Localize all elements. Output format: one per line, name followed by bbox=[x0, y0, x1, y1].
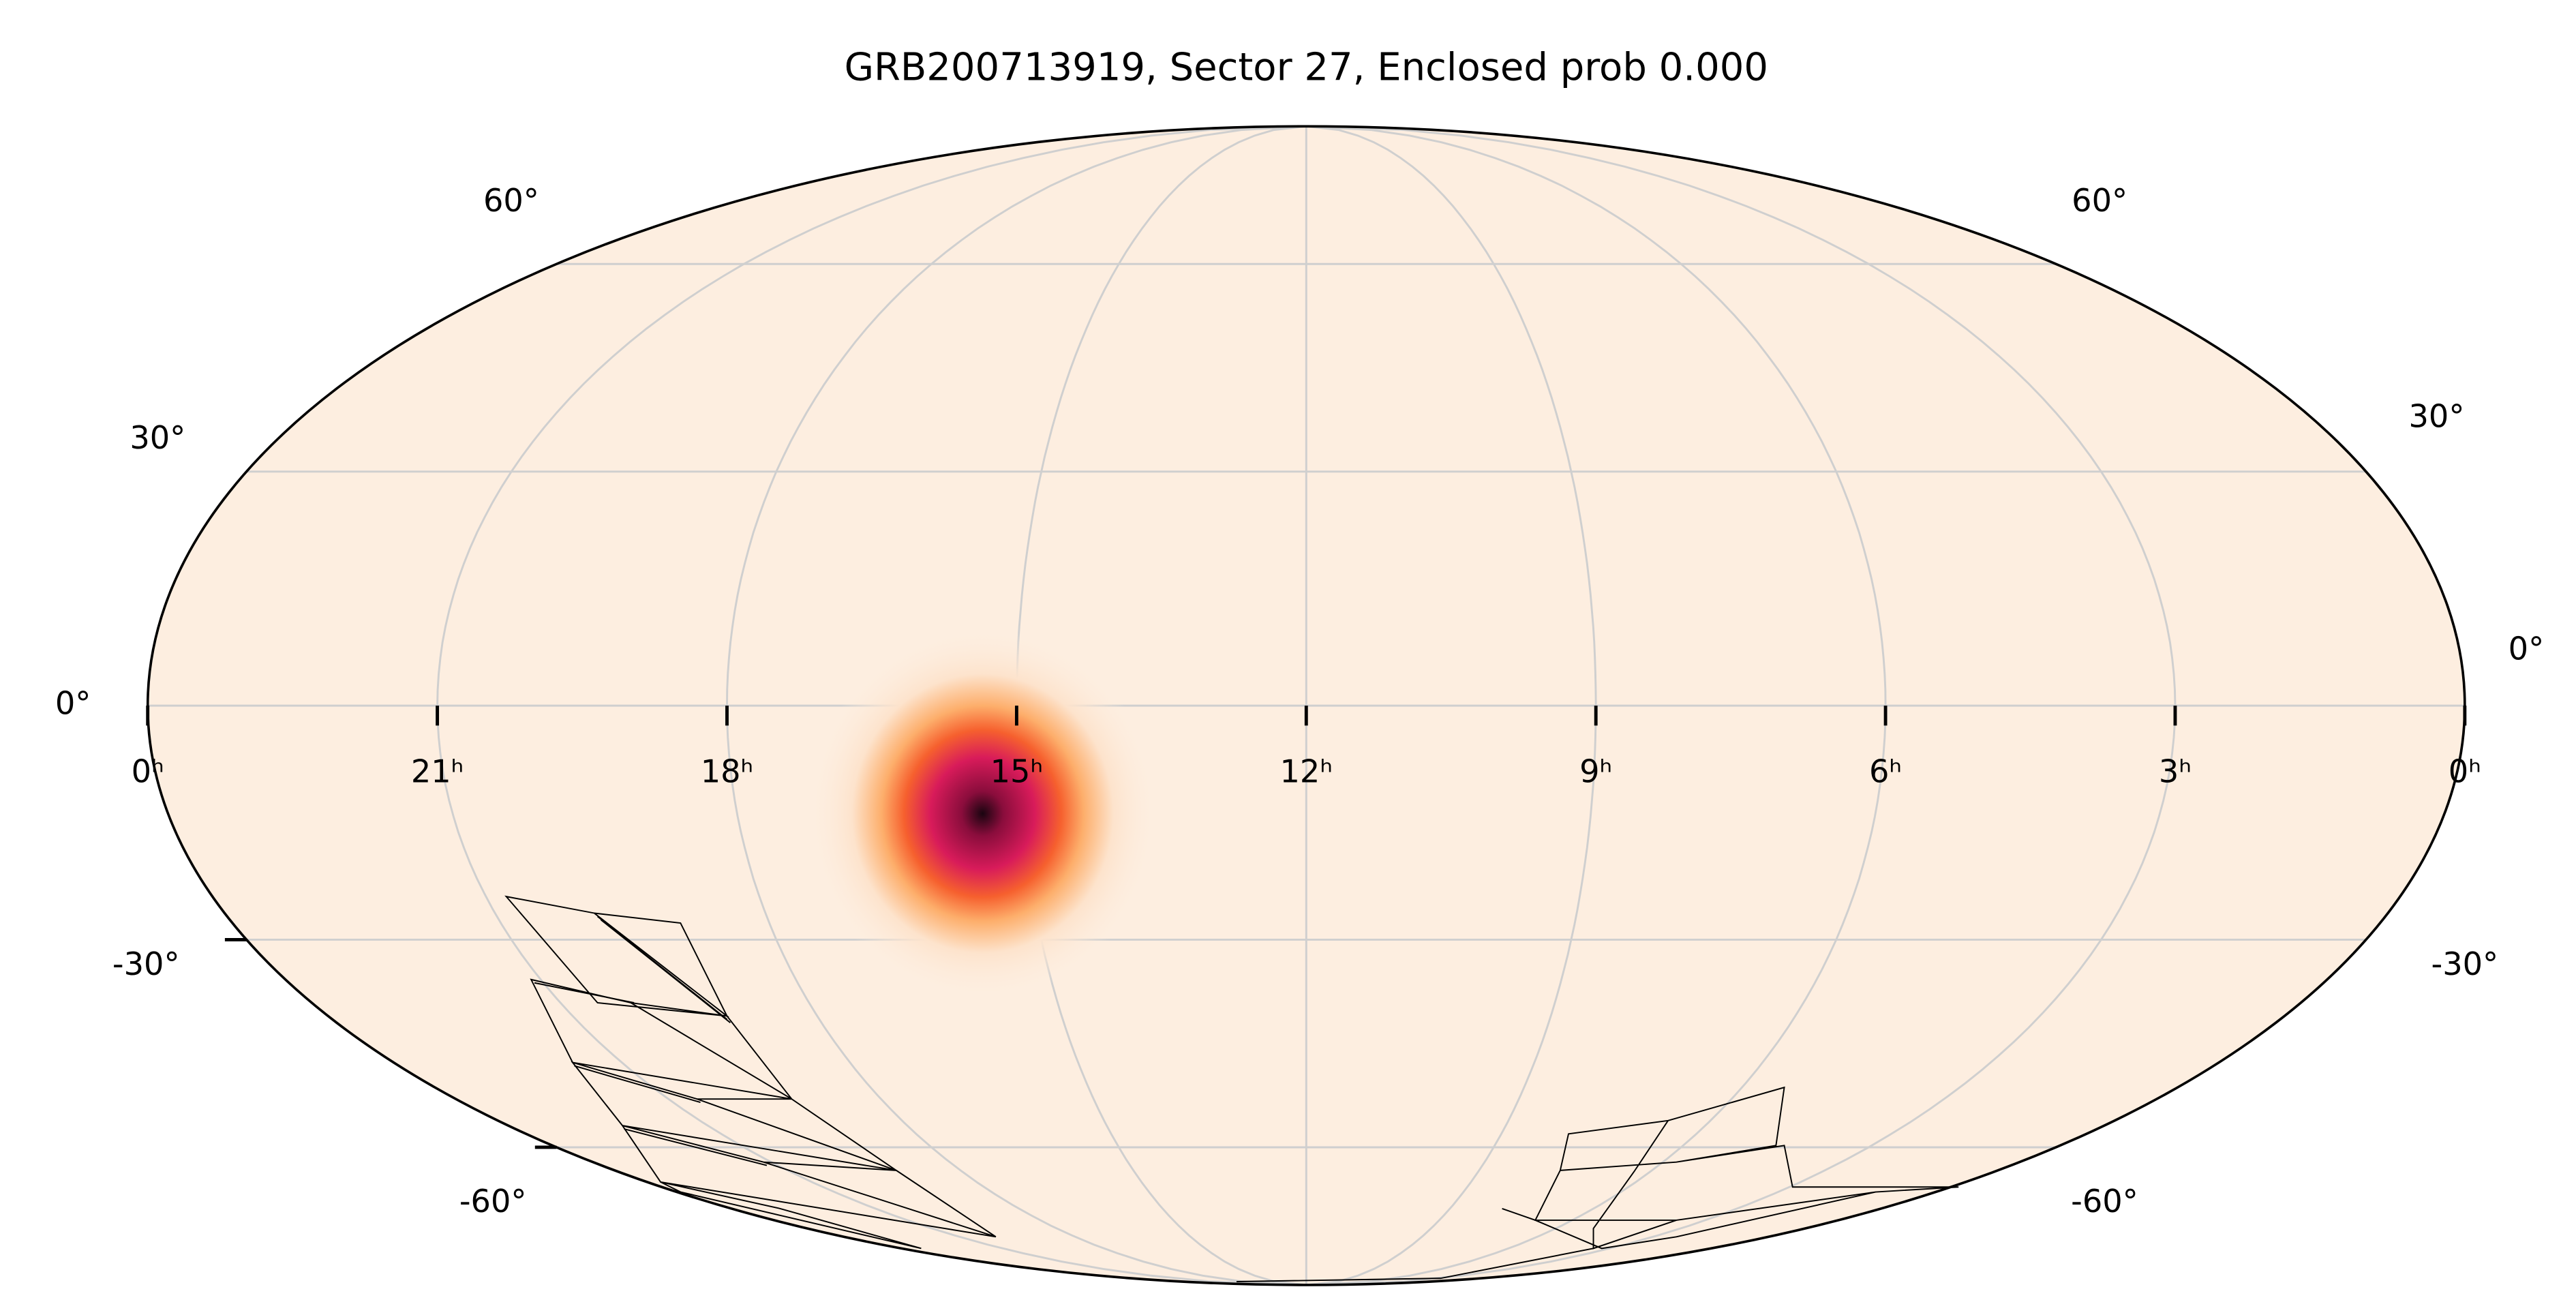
dec-tick-label-right: 0° bbox=[2509, 630, 2545, 667]
ra-tick-label: 3ʰ bbox=[2159, 753, 2192, 789]
ra-tick-label: 0ʰ bbox=[132, 753, 164, 789]
ra-tick-label: 0ʰ bbox=[2449, 753, 2481, 789]
dec-tick-label-left: -60° bbox=[459, 1183, 527, 1220]
ra-tick-label: 6ʰ bbox=[1869, 753, 1902, 789]
chart-title: GRB200713919, Sector 27, Enclosed prob 0… bbox=[845, 46, 1768, 90]
probability-region bbox=[808, 627, 1157, 1000]
dec-tick-label-right: -30° bbox=[2431, 946, 2499, 982]
tess-footprint bbox=[504, 895, 1959, 1283]
ra-tick-label: 15ʰ bbox=[990, 753, 1044, 789]
dec-tick-label-right: 30° bbox=[2408, 397, 2464, 434]
dec-tick-label-right: -60° bbox=[2071, 1183, 2138, 1220]
ra-tick-label: 9ʰ bbox=[1579, 753, 1612, 789]
ra-tick-label: 21ʰ bbox=[411, 753, 464, 789]
dec-tick-label-left: -30° bbox=[112, 946, 180, 982]
ra-tick-label: 18ʰ bbox=[701, 753, 754, 789]
dec-tick-label-right: 60° bbox=[2072, 182, 2127, 219]
ra-tick-label: 12ʰ bbox=[1280, 753, 1333, 789]
dec-tick-label-left: 60° bbox=[483, 182, 539, 219]
dec-tick-label-left: 30° bbox=[130, 419, 185, 456]
dec-tick-label-left: 0° bbox=[55, 685, 91, 722]
